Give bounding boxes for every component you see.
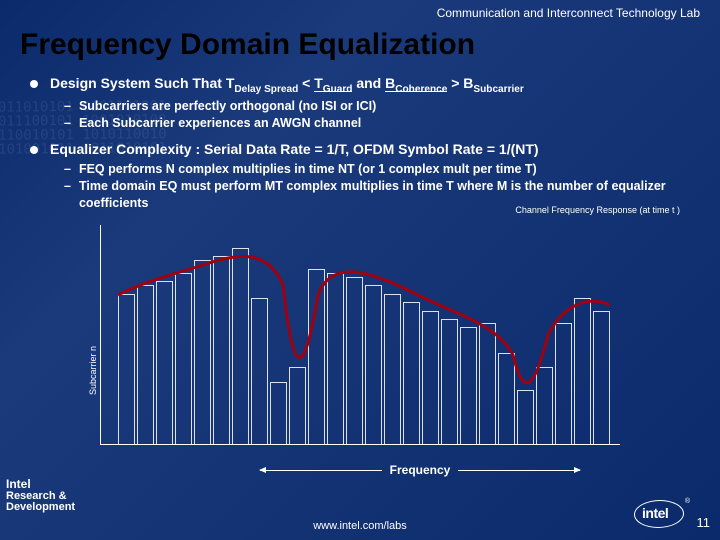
subcarrier-label: Subcarrier n	[88, 346, 98, 395]
frequency-axis-arrow: Frequency	[260, 463, 580, 477]
slide-title: Frequency Domain Equalization	[20, 28, 475, 62]
intel-research-label: Intel Research & Development	[6, 478, 75, 514]
bullet-dot-icon	[30, 146, 38, 154]
bullet-2: Equalizer Complexity : Serial Data Rate …	[30, 140, 690, 159]
bullet-1: Design System Such That TDelay Spread < …	[30, 74, 690, 96]
arrow-right-icon	[458, 470, 580, 471]
bullet-dot-icon	[30, 80, 38, 88]
channel-response-line	[118, 235, 610, 445]
channel-path	[118, 256, 610, 382]
ofdm-subcarrier-chart: Channel Frequency Response (at time t ) …	[100, 225, 620, 455]
content-area: Design System Such That TDelay Spread < …	[30, 74, 690, 212]
footer-url: www.intel.com/labs	[0, 520, 720, 532]
channel-response-label: Channel Frequency Response (at time t )	[515, 205, 680, 215]
intel-logo-icon: intel ®	[634, 500, 684, 528]
bullet-1-sub-1: –Subcarriers are perfectly orthogonal (n…	[64, 98, 690, 115]
frequency-axis-label: Frequency	[390, 463, 451, 477]
y-axis	[100, 225, 101, 445]
bullet-1-sub-2: –Each Subcarrier experiences an AWGN cha…	[64, 115, 690, 132]
bullet-2-sub-1: –FEQ performs N complex multiplies in ti…	[64, 161, 690, 178]
slide-number: 11	[697, 515, 711, 530]
arrow-left-icon	[260, 470, 382, 471]
header-lab-label: Communication and Interconnect Technolog…	[437, 6, 700, 20]
